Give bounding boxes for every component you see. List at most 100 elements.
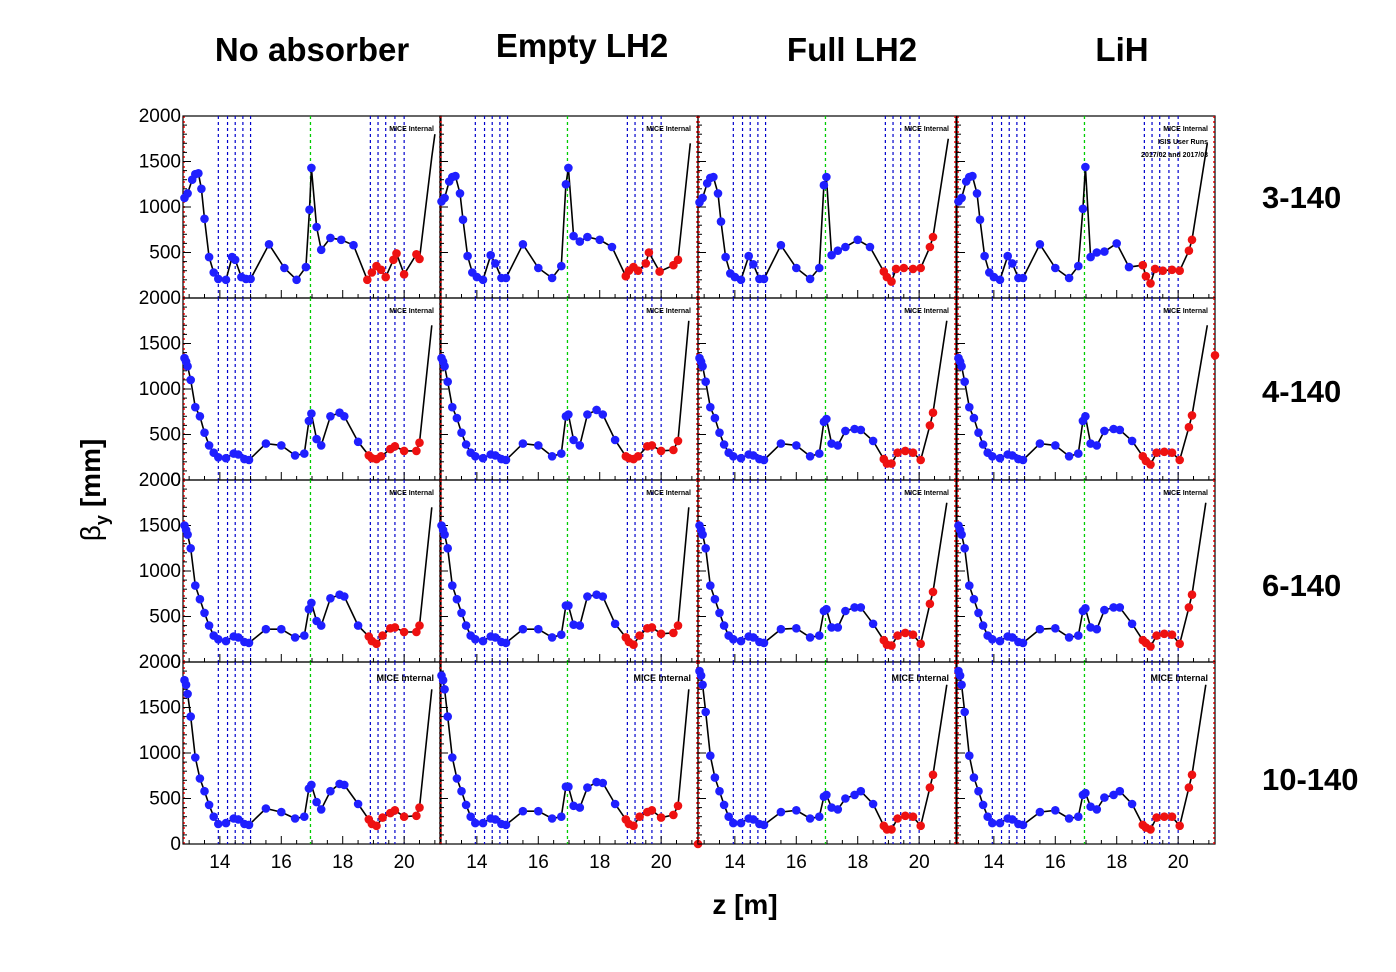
data-point <box>908 264 918 274</box>
data-point <box>610 435 620 445</box>
y-axis-title: βy [mm] <box>75 439 112 542</box>
data-point <box>575 237 585 246</box>
data-point <box>501 820 511 830</box>
data-point <box>960 377 969 387</box>
data-point <box>194 169 203 178</box>
data-point <box>1078 204 1088 214</box>
data-point <box>534 441 543 450</box>
data-point <box>183 689 192 699</box>
column-title-full-lh2: Full LH2 <box>787 31 917 68</box>
y-tick-label: 1500 <box>139 516 181 537</box>
data-point <box>815 631 824 640</box>
series-line <box>440 143 692 281</box>
data-point <box>583 783 592 792</box>
data-point <box>1150 264 1160 274</box>
y-tick-label: 1500 <box>139 698 181 719</box>
data-point <box>557 630 566 639</box>
y-tick-label: 1000 <box>139 379 181 400</box>
data-point <box>1127 799 1137 809</box>
data-point <box>1167 265 1177 275</box>
data-point <box>204 441 214 450</box>
data-point <box>1051 624 1060 633</box>
data-point <box>197 184 206 194</box>
data-point <box>452 774 462 783</box>
panel-3-140-lih: MICE Internal ISIS User Runs 2017/02 and 2… <box>954 115 1216 299</box>
panel-4-140-lih: MICE Internal <box>954 297 1220 481</box>
data-point <box>1074 449 1083 458</box>
data-point <box>868 799 878 809</box>
data-point <box>261 439 271 448</box>
data-point <box>340 592 349 601</box>
data-point <box>969 594 979 604</box>
data-point <box>312 222 321 232</box>
data-point <box>316 245 326 255</box>
y-tick-label: 1000 <box>139 743 181 764</box>
data-point <box>183 530 192 539</box>
panel-3-140-no-absorber: 500 1000 1500 2000 MICE Internal <box>139 106 442 299</box>
data-point <box>261 624 271 634</box>
data-point <box>300 631 309 640</box>
panel-10-140-empty-lh2: 14 16 18 20 MICE Internal <box>437 661 703 873</box>
x-tick-label: 14 <box>466 852 488 873</box>
data-point <box>448 581 457 590</box>
data-point <box>491 815 500 824</box>
data-point <box>833 805 843 814</box>
x-tick-label: 14 <box>209 852 231 873</box>
data-point <box>353 437 363 447</box>
data-point <box>204 800 214 810</box>
data-point <box>805 814 815 823</box>
data-point <box>957 193 966 203</box>
data-point <box>389 255 398 265</box>
x-tick-label: 14 <box>983 852 1005 873</box>
watermark-text: MICE Internal <box>389 490 434 497</box>
panel-6-140-empty-lh2: MICE Internal <box>437 479 699 663</box>
data-point <box>390 806 400 815</box>
data-point <box>443 712 453 721</box>
data-point <box>908 630 918 639</box>
data-point <box>316 621 326 630</box>
column-title-no-absorber: No absorber <box>215 31 410 68</box>
data-point <box>461 800 471 810</box>
data-point <box>1152 631 1161 640</box>
data-point <box>710 773 720 782</box>
data-point <box>1160 447 1169 457</box>
data-point <box>729 452 738 461</box>
data-point <box>569 435 578 445</box>
data-point <box>292 275 301 285</box>
y-tick-label: 0 <box>170 470 181 491</box>
data-point <box>307 163 316 173</box>
watermark-text: MICE Internal <box>646 308 691 315</box>
data-point <box>518 240 528 249</box>
series-line <box>183 325 433 461</box>
data-point <box>261 804 271 813</box>
data-point <box>925 242 935 252</box>
data-point <box>792 624 801 633</box>
data-point <box>1064 633 1074 642</box>
data-point <box>819 180 829 190</box>
data-point <box>960 544 969 553</box>
y-tick-label: 1000 <box>139 561 181 582</box>
data-point <box>264 240 274 249</box>
data-point <box>776 240 786 250</box>
data-point <box>887 459 896 468</box>
data-point <box>1051 263 1060 273</box>
data-point <box>1081 604 1090 613</box>
data-point <box>478 818 488 828</box>
data-point <box>916 263 925 273</box>
data-point <box>850 603 859 612</box>
data-point <box>326 412 335 421</box>
data-point <box>805 452 815 461</box>
watermark-text: MICE Internal <box>1163 490 1208 497</box>
panel-10-140-lih: 14 16 18 20 MICE Internal <box>954 661 1216 873</box>
data-point <box>706 581 715 590</box>
data-point <box>443 544 453 553</box>
data-point <box>978 440 988 449</box>
data-point <box>1184 422 1194 432</box>
data-point <box>191 581 200 590</box>
data-point <box>547 814 557 823</box>
data-point <box>353 621 363 630</box>
data-point <box>336 235 346 245</box>
data-point <box>776 439 786 448</box>
data-point <box>633 266 643 276</box>
data-point <box>455 189 465 198</box>
